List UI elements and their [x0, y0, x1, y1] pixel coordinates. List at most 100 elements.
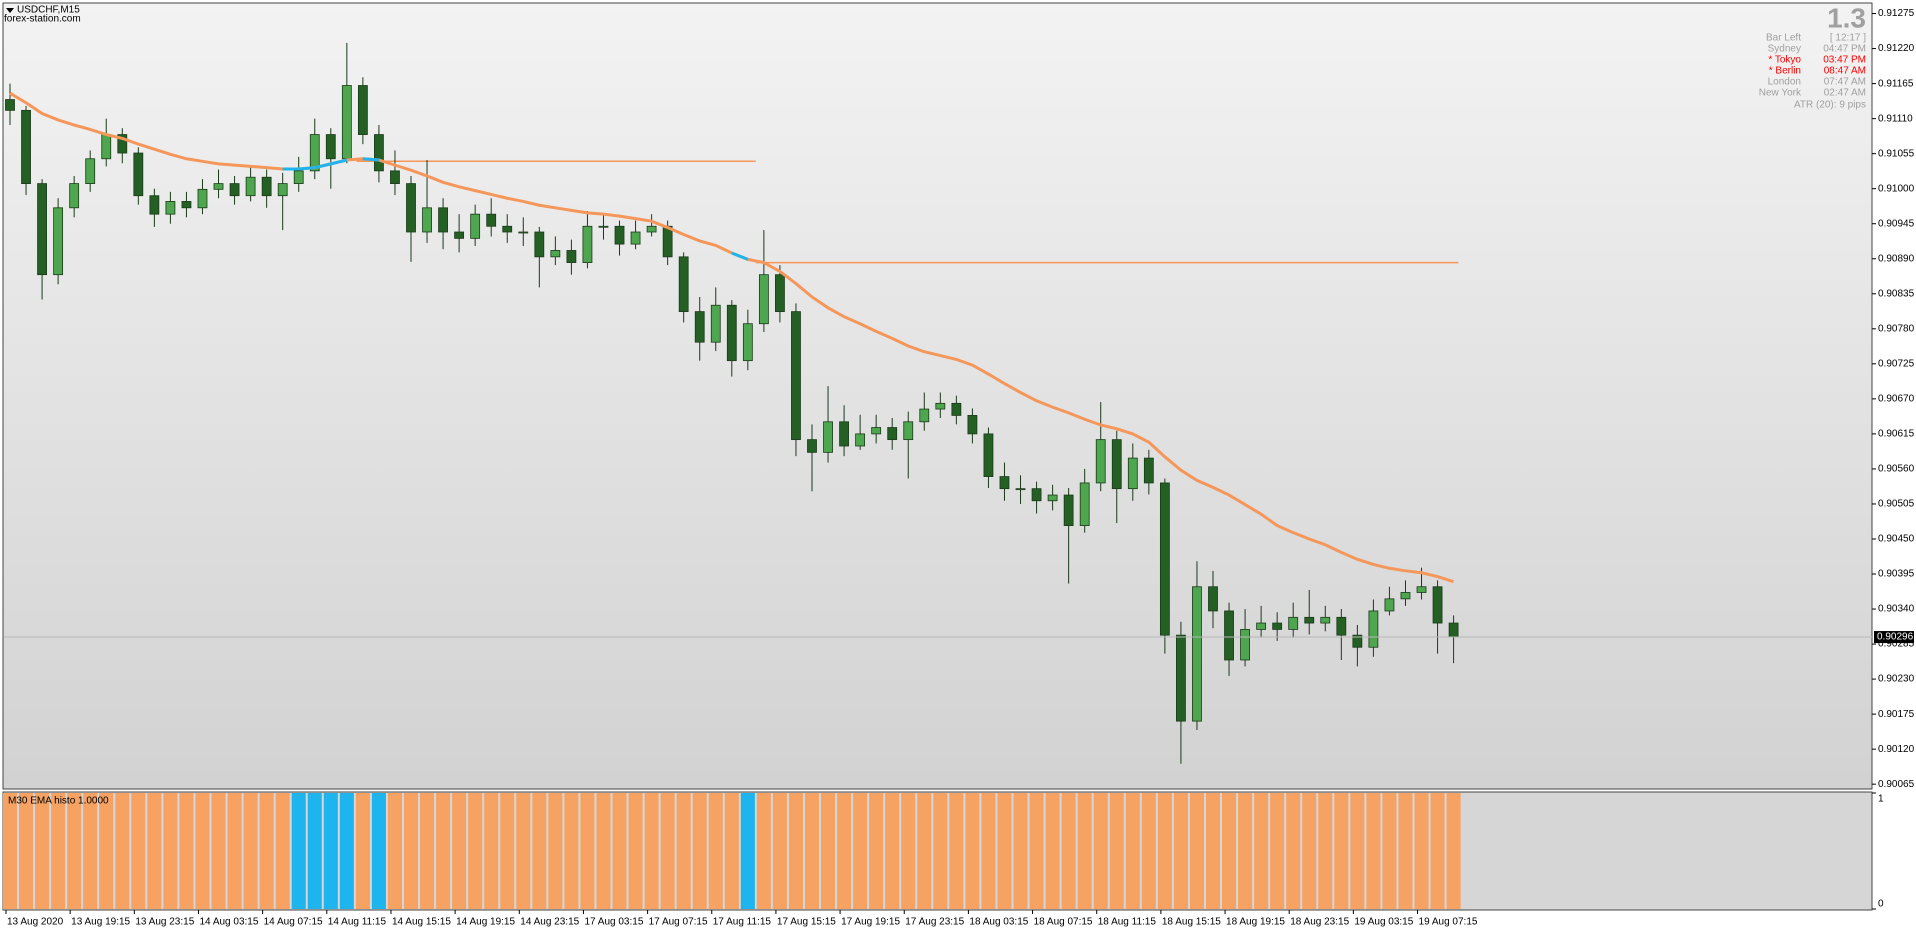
candle-body	[85, 158, 96, 185]
histo-bar	[1398, 793, 1413, 909]
y-tick-label: 0.91055	[1878, 148, 1915, 159]
histo-bar	[1189, 793, 1204, 909]
candle-body	[726, 304, 737, 362]
candle-body	[438, 207, 448, 233]
candle-body	[1432, 586, 1443, 624]
histo-bar	[1366, 793, 1381, 909]
histo-bar	[179, 793, 194, 909]
histo-bar	[99, 793, 114, 909]
candle-body	[5, 99, 15, 111]
histo-bar	[243, 793, 258, 909]
candle-body	[630, 231, 641, 245]
histo-title: M30 EMA histo 1.0000	[8, 796, 109, 807]
candle-body	[390, 170, 400, 185]
x-tick-label: 14 Aug 11:15	[328, 917, 387, 928]
histo-bar	[1302, 793, 1317, 909]
histo-bar	[740, 793, 755, 909]
histo-bar	[355, 793, 370, 909]
histo-bar	[1334, 793, 1349, 909]
histo-bar	[2, 793, 18, 909]
histo-bar	[532, 793, 547, 909]
candle-body	[213, 183, 224, 190]
candle-body	[775, 274, 785, 313]
histo-bar	[1013, 793, 1028, 909]
y-tick-label: 0.90065	[1878, 779, 1915, 790]
candle-body	[149, 195, 160, 215]
histo-bar	[756, 793, 771, 909]
candle-body	[293, 170, 304, 185]
candle-body	[678, 256, 689, 313]
info-label: * Tokyo	[1768, 55, 1801, 66]
candle-body	[518, 231, 529, 234]
x-tick-label: 17 Aug 03:15	[584, 917, 643, 928]
candle-body	[165, 201, 176, 215]
candle-body	[341, 85, 352, 160]
histo-bar	[1077, 793, 1092, 909]
candle-body	[325, 134, 336, 160]
histo-bar	[580, 793, 595, 909]
candle-body	[37, 183, 47, 276]
candle-body	[1063, 494, 1074, 527]
symbol: USDCHF,M15	[17, 5, 80, 16]
y-tick-label: 0.90120	[1878, 744, 1915, 755]
y-tick-label: 0.91220	[1878, 43, 1915, 54]
candle-body	[1384, 598, 1395, 612]
histo-bar	[1446, 793, 1461, 909]
histo-bar	[1093, 793, 1108, 909]
histo-bar	[147, 793, 162, 909]
histo-bar	[612, 793, 627, 909]
histo-bar	[387, 793, 402, 909]
candle-body	[1224, 610, 1234, 661]
info-label: Bar Left	[1766, 33, 1801, 44]
y-tick-label: 0.90230	[1878, 674, 1915, 685]
info-value: 08:47 AM	[1824, 66, 1866, 77]
histo-bar	[1109, 793, 1124, 909]
histo-bar	[211, 793, 226, 909]
x-tick-label: 18 Aug 15:15	[1162, 917, 1221, 928]
histo-bar	[853, 793, 868, 909]
histo-bar	[1382, 793, 1397, 909]
histo-bar	[420, 793, 435, 909]
histo-bar	[933, 793, 948, 909]
histo-bar	[323, 793, 338, 909]
candle-body	[1127, 457, 1138, 490]
candle-body	[662, 225, 673, 258]
candle-body	[999, 476, 1010, 490]
histo-bar	[1286, 793, 1301, 909]
y-tick-label: 0.90505	[1878, 499, 1915, 510]
histo-bar	[965, 793, 980, 909]
y-tick-label: 0.90615	[1878, 429, 1915, 440]
histo-bar	[371, 793, 386, 909]
candle-body	[69, 183, 80, 209]
x-tick-label: 18 Aug 23:15	[1290, 917, 1349, 928]
ema-highlight	[330, 158, 348, 166]
info-value: [ 12:17 ]	[1830, 33, 1866, 44]
y-tick-label: 0.90670	[1878, 394, 1915, 405]
y-tick-label: 0.90340	[1878, 604, 1915, 615]
candle-body	[1240, 629, 1250, 661]
histo-bar	[1254, 793, 1269, 909]
current-price-label: 0.90296	[1877, 632, 1914, 643]
candle-body	[791, 311, 801, 441]
histo-bar	[1029, 793, 1044, 909]
candle-body	[919, 408, 930, 423]
menu-triangle[interactable]	[6, 8, 14, 13]
candle-body	[261, 176, 272, 197]
info-label: New York	[1759, 88, 1802, 99]
candle-body	[1095, 439, 1106, 484]
y-tick-label: 0.91110	[1878, 113, 1913, 124]
histo-bar	[644, 793, 659, 909]
histo-bar	[837, 793, 852, 909]
candle-body	[758, 274, 769, 325]
ema-highlight	[731, 251, 749, 261]
x-tick-label: 14 Aug 23:15	[520, 917, 579, 928]
y-tick-label: 0.90450	[1878, 534, 1915, 545]
x-tick-label: 14 Aug 03:15	[199, 917, 258, 928]
y-tick-label: 0.90890	[1878, 253, 1915, 264]
histo-bar	[628, 793, 643, 909]
candle-body	[582, 225, 593, 263]
candle-body	[181, 201, 192, 209]
candle-body	[951, 402, 962, 416]
candle-body	[1159, 482, 1170, 636]
histo-bar	[403, 793, 419, 909]
